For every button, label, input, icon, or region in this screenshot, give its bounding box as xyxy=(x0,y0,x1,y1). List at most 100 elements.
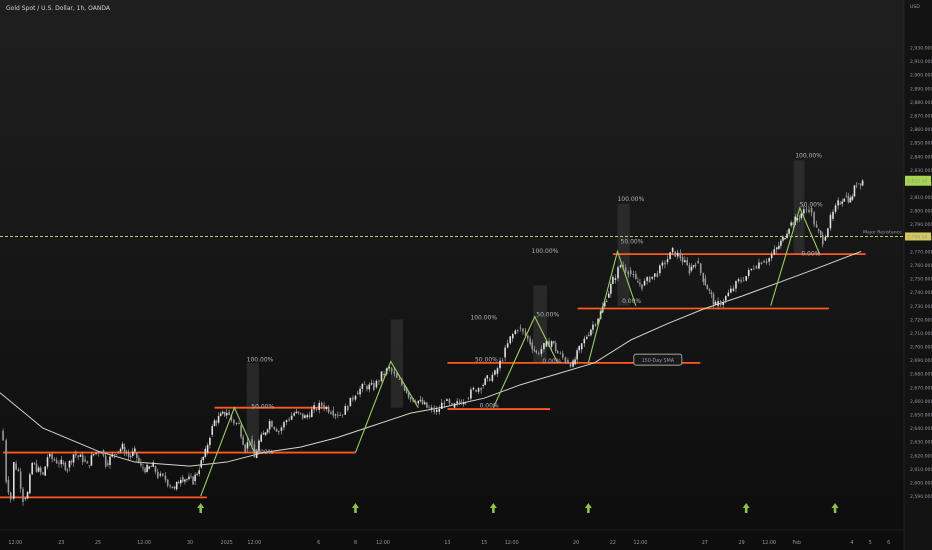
candle-body xyxy=(484,378,486,385)
candle-body xyxy=(68,461,71,468)
candle-body xyxy=(656,273,659,277)
candle-body xyxy=(784,238,786,240)
x-tick-label: 12:00 xyxy=(376,540,390,546)
candle-body xyxy=(773,249,776,255)
y-tick-label: 2,870.000 xyxy=(910,114,932,120)
candle-body xyxy=(182,477,184,482)
candle-body xyxy=(86,461,89,464)
candle-body xyxy=(225,413,228,416)
candle-body xyxy=(308,415,311,418)
candle-body xyxy=(732,288,735,291)
candle-body xyxy=(475,390,477,392)
candle-body xyxy=(543,343,545,350)
candle-body xyxy=(356,392,359,395)
candle-body xyxy=(832,211,834,219)
candle-body xyxy=(66,469,69,471)
candle-body xyxy=(637,281,639,283)
candle-body xyxy=(843,198,846,202)
candle-body xyxy=(75,453,77,456)
candle-body xyxy=(260,434,263,442)
y-tick-label: 2,640.000 xyxy=(910,426,932,432)
candle-body xyxy=(443,402,446,405)
candle-body xyxy=(629,270,632,275)
candle-body xyxy=(664,262,666,265)
candle-body xyxy=(735,281,737,289)
y-tick-label: 2,850.000 xyxy=(910,141,932,147)
candle-body xyxy=(53,458,56,461)
candle-body xyxy=(330,412,332,414)
candle-body xyxy=(131,451,134,456)
candle-body xyxy=(435,409,438,413)
candle-body xyxy=(102,449,105,456)
candle-body xyxy=(113,454,116,455)
candle-body xyxy=(271,421,273,428)
candle-body xyxy=(233,419,235,424)
fib-label: 50.00% xyxy=(536,312,559,319)
candle-body xyxy=(610,283,612,294)
candle-body xyxy=(352,397,354,400)
candle-body xyxy=(554,343,557,351)
candle-body xyxy=(531,342,533,350)
candle-body xyxy=(861,180,864,186)
candle-body xyxy=(380,371,383,382)
candle-body xyxy=(834,205,837,212)
fib-label: 0.00% xyxy=(801,250,820,257)
fib-label: 0.00% xyxy=(480,403,499,410)
candle-body xyxy=(12,462,15,499)
candle-body xyxy=(157,471,159,478)
candle-body xyxy=(332,410,335,416)
candle-body xyxy=(666,259,669,263)
candle-body xyxy=(154,466,157,472)
candle-body xyxy=(255,451,258,458)
candle-body xyxy=(559,353,562,354)
candle-body xyxy=(213,420,216,427)
candle-body xyxy=(337,414,339,416)
candle-body xyxy=(104,455,107,467)
candle-body xyxy=(192,476,194,485)
y-tick-label: 2,690.000 xyxy=(910,358,932,364)
candle-body xyxy=(347,406,349,411)
candle-body xyxy=(299,412,302,414)
fib-box xyxy=(390,319,403,408)
candle-body xyxy=(423,402,426,405)
candle-body xyxy=(152,462,155,467)
x-tick-label: 6 xyxy=(317,540,320,546)
candle-body xyxy=(845,195,848,197)
fib-label: 100.00% xyxy=(470,314,497,321)
fib-label: 50.00% xyxy=(800,202,823,209)
candle-body xyxy=(304,415,306,419)
candle-body xyxy=(509,336,512,344)
x-tick-label: 12:00 xyxy=(762,540,776,546)
y-tick-label: 2,890.000 xyxy=(910,86,932,92)
candle-body xyxy=(603,301,606,307)
candle-body xyxy=(622,265,624,268)
candle-body xyxy=(401,379,403,385)
candle-body xyxy=(2,430,4,441)
candle-body xyxy=(564,357,567,363)
candle-body xyxy=(251,438,253,445)
fib-box xyxy=(533,285,547,363)
candle-body xyxy=(460,402,463,405)
candle-body xyxy=(407,393,410,398)
candle-body xyxy=(529,338,531,345)
candle-body xyxy=(268,421,271,430)
candle-body xyxy=(535,350,538,353)
candle-body xyxy=(540,349,543,354)
candle-body xyxy=(202,456,205,461)
candle-body xyxy=(790,222,792,226)
candle-body xyxy=(134,448,136,452)
y-tick-label: 2,770.000 xyxy=(910,249,932,255)
candle-body xyxy=(851,196,854,200)
candle-body xyxy=(211,426,214,435)
fib-zigzag xyxy=(587,249,637,363)
candle-body xyxy=(209,437,211,446)
candle-body xyxy=(486,375,489,379)
candle-body xyxy=(619,265,622,268)
candle-body xyxy=(204,448,207,457)
candle-body xyxy=(491,374,494,381)
candle-body xyxy=(37,467,40,472)
candle-body xyxy=(753,268,755,270)
candle-body xyxy=(632,274,635,275)
